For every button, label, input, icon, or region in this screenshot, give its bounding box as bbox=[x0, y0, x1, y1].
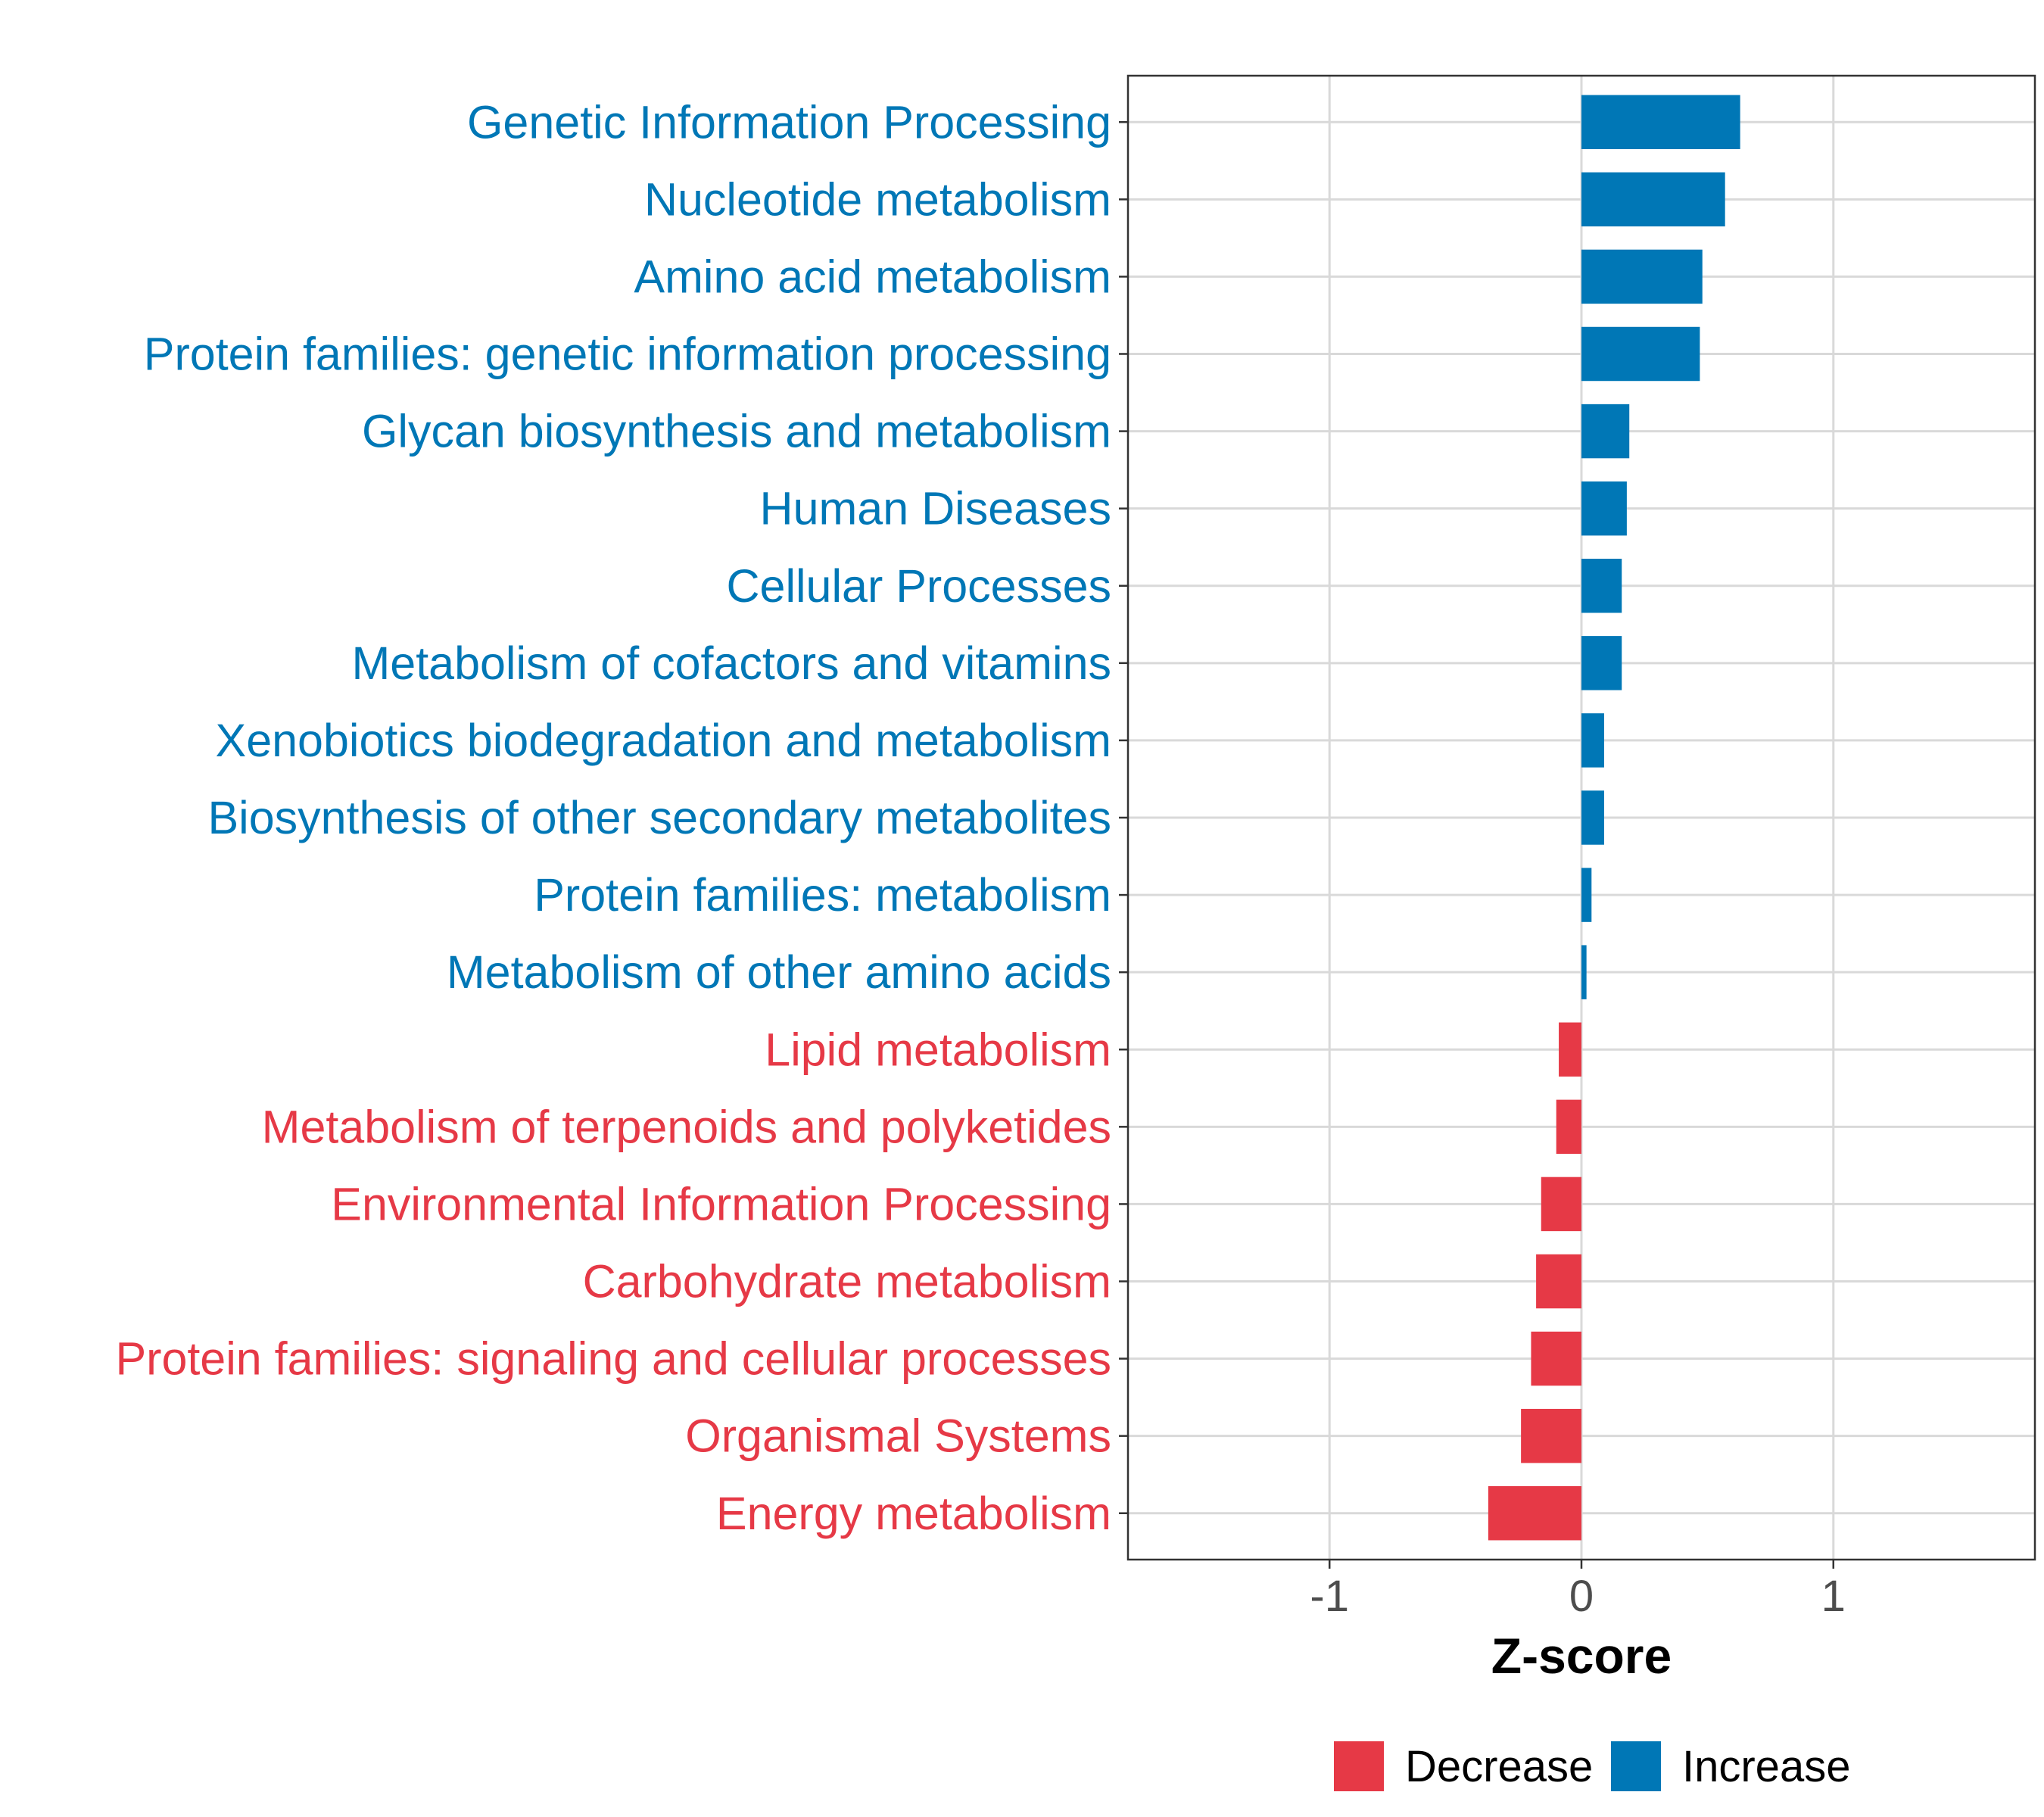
category-label: Environmental Information Processing bbox=[331, 1178, 1111, 1230]
category-label: Glycan biosynthesis and metabolism bbox=[362, 406, 1111, 457]
bar bbox=[1581, 249, 1703, 304]
category-label: Biosynthesis of other secondary metaboli… bbox=[207, 792, 1111, 843]
bar bbox=[1521, 1408, 1581, 1463]
bar bbox=[1581, 790, 1604, 845]
category-label: Amino acid metabolism bbox=[634, 251, 1111, 302]
category-label: Cellular Processes bbox=[726, 560, 1111, 612]
bar bbox=[1581, 713, 1604, 768]
bar bbox=[1581, 481, 1627, 536]
x-tick-label: 0 bbox=[1569, 1572, 1594, 1621]
bar bbox=[1581, 326, 1700, 382]
x-tick-label: 1 bbox=[1821, 1572, 1846, 1621]
bar bbox=[1559, 1022, 1581, 1077]
category-label: Protein families: genetic information pr… bbox=[144, 329, 1111, 380]
bar bbox=[1556, 1099, 1581, 1155]
category-label: Carbohydrate metabolism bbox=[583, 1256, 1111, 1307]
x-tick-label: -1 bbox=[1310, 1572, 1349, 1621]
bar bbox=[1581, 868, 1592, 922]
category-label: Genetic Information Processing bbox=[467, 96, 1111, 148]
bar bbox=[1536, 1254, 1581, 1309]
x-axis-ticks: -1 0 1 bbox=[1310, 1560, 1846, 1621]
category-labels: Genetic Information Processing Nucleotide… bbox=[115, 96, 1111, 1539]
bar bbox=[1541, 1177, 1581, 1232]
category-label: Lipid metabolism bbox=[765, 1024, 1111, 1075]
bar bbox=[1581, 636, 1622, 690]
bars bbox=[1488, 95, 1740, 1541]
category-label: Human Diseases bbox=[760, 483, 1111, 535]
bar bbox=[1488, 1486, 1581, 1541]
legend: Decrease Increase bbox=[1334, 1741, 1850, 1791]
bar bbox=[1581, 404, 1630, 459]
legend-swatch-decrease bbox=[1334, 1741, 1384, 1791]
category-label: Metabolism of terpenoids and polyketides bbox=[262, 1101, 1111, 1152]
category-label: Protein families: metabolism bbox=[534, 869, 1111, 921]
category-label: Metabolism of other amino acids bbox=[447, 946, 1111, 998]
category-label: Organismal Systems bbox=[685, 1410, 1111, 1462]
bar bbox=[1581, 559, 1622, 613]
category-label: Protein families: signaling and cellular… bbox=[115, 1333, 1111, 1385]
category-label: Xenobiotics biodegradation and metabolis… bbox=[216, 715, 1111, 766]
bar bbox=[1531, 1331, 1581, 1386]
category-label: Energy metabolism bbox=[716, 1488, 1111, 1539]
legend-swatch-increase bbox=[1611, 1741, 1661, 1791]
x-axis-title: Z-score bbox=[1491, 1628, 1672, 1684]
bar bbox=[1581, 945, 1587, 999]
legend-label-decrease: Decrease bbox=[1405, 1742, 1593, 1791]
legend-label-increase: Increase bbox=[1682, 1742, 1850, 1791]
category-label: Nucleotide metabolism bbox=[644, 173, 1111, 225]
bar bbox=[1581, 95, 1740, 149]
y-axis-ticks bbox=[1119, 121, 1128, 1514]
bar bbox=[1581, 172, 1725, 227]
category-label: Metabolism of cofactors and vitamins bbox=[351, 637, 1111, 689]
